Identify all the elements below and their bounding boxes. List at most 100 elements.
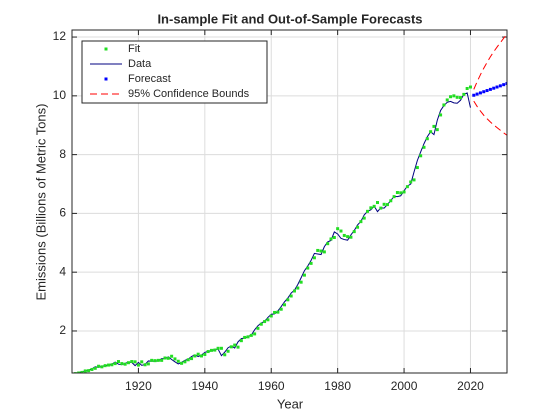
marker [209,348,213,352]
y-tick-label: 8 [59,147,66,161]
marker [143,363,147,367]
marker [226,349,230,353]
marker [395,191,399,195]
axes-box [71,29,508,374]
marker [203,352,207,356]
marker [352,230,356,234]
marker [77,371,81,373]
marker [243,335,247,339]
marker [166,356,170,360]
marker [246,335,250,339]
marker [110,363,114,367]
marker [256,326,260,330]
marker [263,320,267,324]
marker [359,220,363,224]
legend-label: Fit [128,43,140,55]
plot-area [72,33,507,373]
marker [349,235,353,239]
marker [475,92,479,96]
legend-label: 95% Confidence Bounds [128,88,250,100]
marker [279,307,283,311]
marker [193,354,197,358]
marker [80,370,84,373]
marker [156,358,160,362]
marker [113,362,117,366]
marker [375,201,379,205]
marker [269,314,273,318]
marker [502,83,506,87]
marker [233,343,237,347]
marker [176,359,180,363]
marker [90,367,94,371]
marker [259,322,263,326]
legend-box [81,40,268,104]
marker [140,360,144,364]
marker [190,357,194,361]
marker [292,289,296,293]
marker [372,204,376,208]
marker [346,235,350,239]
marker [312,256,316,260]
marker [389,199,393,203]
marker [492,86,496,90]
marker [429,130,433,134]
marker [306,266,310,270]
marker [216,346,220,350]
bound-line [473,100,507,136]
marker [336,227,340,231]
marker [369,206,373,210]
marker [223,353,227,357]
marker [289,294,293,298]
marker [163,356,167,360]
marker [439,113,443,117]
marker [316,248,320,252]
x-axis-label: Year [277,396,304,411]
marker [435,128,439,132]
marker [107,363,111,367]
marker [200,354,204,358]
marker [498,84,502,88]
marker [116,360,120,364]
marker [296,286,300,290]
x-tick-label: 1960 [258,379,285,393]
marker [273,310,277,314]
y-tick-label: 12 [53,29,67,43]
marker [329,237,333,241]
marker [445,98,449,102]
marker [299,280,303,284]
marker [399,191,403,195]
marker [100,365,104,369]
bound-line [473,33,507,90]
marker [342,233,346,237]
marker [219,346,223,350]
y-tick-label: 6 [59,206,66,220]
y-axis-label: Emissions (Billions of Metric Tons) [33,104,48,301]
x-tick-label: 1920 [125,379,152,393]
marker [326,242,330,246]
marker [382,202,386,206]
marker [173,357,177,361]
marker [495,85,499,89]
marker [485,89,489,93]
marker [379,206,383,210]
x-tick-label: 2020 [457,379,484,393]
x-tick-label: 1940 [191,379,218,393]
marker [213,348,217,352]
marker [362,216,366,220]
marker [412,178,416,182]
marker [126,361,130,365]
marker [465,86,469,90]
marker [488,87,492,91]
marker [309,261,313,265]
marker [415,166,419,170]
marker [170,354,174,358]
marker [425,137,429,141]
marker [356,225,360,229]
marker [130,360,134,364]
marker [236,345,240,349]
marker [455,95,459,99]
marker [452,94,456,98]
legend-label: Data [128,58,152,70]
